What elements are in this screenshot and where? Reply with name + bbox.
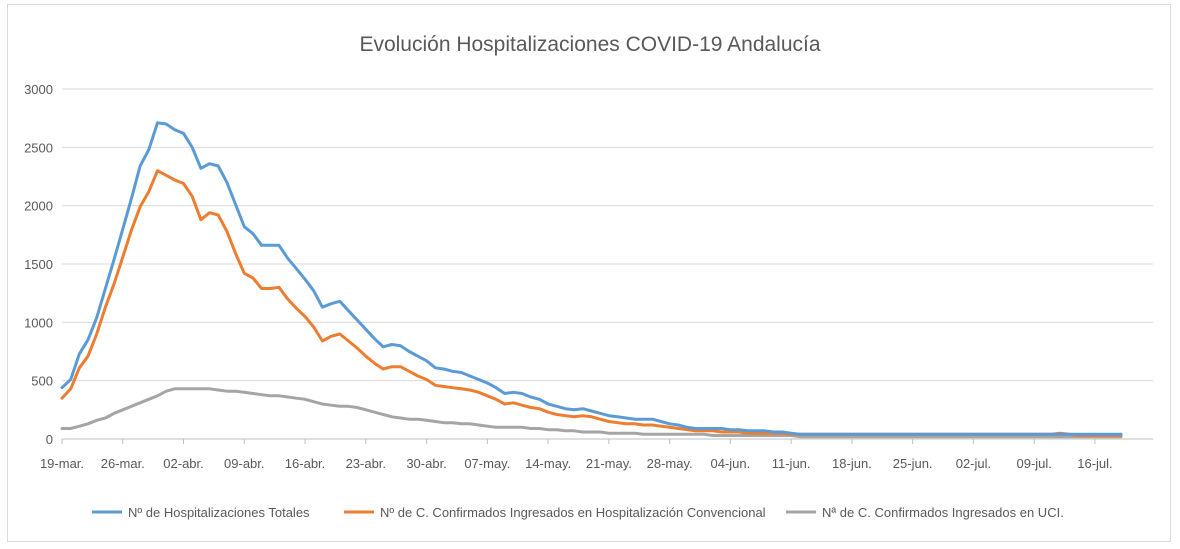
series-line-2 (60, 169, 1123, 437)
legend-label-1: Nº de Hospitalizaciones Totales (128, 505, 310, 520)
x-tick-label: 11-jun. (772, 456, 811, 471)
y-tick-label: 1000 (24, 315, 53, 330)
y-tick-label: 3000 (24, 82, 53, 97)
series-line-1 (60, 121, 1123, 436)
series-line-3 (60, 387, 1123, 439)
x-tick-label: 23-abr. (346, 456, 386, 471)
legend-label-3: Nª de C. Confirmados Ingresados en UCI. (822, 505, 1064, 520)
y-tick-label: 1500 (24, 257, 53, 272)
legend-label-2: Nº de C. Confirmados Ingresados en Hospi… (380, 505, 766, 520)
x-tick-label: 09-jul. (1016, 456, 1051, 471)
x-tick-label: 09-abr. (224, 456, 264, 471)
x-tick-label: 25-jun. (893, 456, 933, 471)
x-tick-label: 28-may. (647, 456, 693, 471)
x-tick-label: 07-may. (464, 456, 510, 471)
y-tick-label: 2000 (24, 199, 53, 214)
x-tick-label: 16-abr. (285, 456, 325, 471)
x-tick-label: 21-may. (586, 456, 632, 471)
x-tick-label: 19-mar. (40, 456, 84, 471)
x-tick-label: 16-jul. (1077, 456, 1112, 471)
y-tick-label: 500 (31, 374, 53, 389)
x-tick-label: 26-mar. (101, 456, 145, 471)
chart-frame: Evolución Hospitalizaciones COVID-19 And… (7, 4, 1171, 542)
line-chart: Evolución Hospitalizaciones COVID-19 And… (24, 33, 1153, 520)
x-tick-label: 18-jun. (832, 456, 872, 471)
x-tick-label: 04-jun. (711, 456, 751, 471)
chart-title: Evolución Hospitalizaciones COVID-19 And… (359, 33, 820, 56)
y-tick-label: 0 (46, 432, 53, 447)
x-tick-label: 02-abr. (163, 456, 203, 471)
y-tick-label: 2500 (24, 140, 53, 155)
legend: Nº de Hospitalizaciones Totales Nº de C. … (92, 505, 1064, 520)
x-tick-label: 14-may. (525, 456, 571, 471)
x-axis: 19-mar. 26-mar. 02-abr. 09-abr. 16-abr. 23-ab… (40, 438, 1153, 471)
x-tick-label: 30-abr. (406, 456, 446, 471)
gridlines (62, 88, 1153, 382)
x-tick-label: 02-jul. (956, 456, 991, 471)
y-axis: 0 500 1000 1500 2000 2500 3000 (24, 82, 53, 447)
series-lines (60, 121, 1123, 439)
